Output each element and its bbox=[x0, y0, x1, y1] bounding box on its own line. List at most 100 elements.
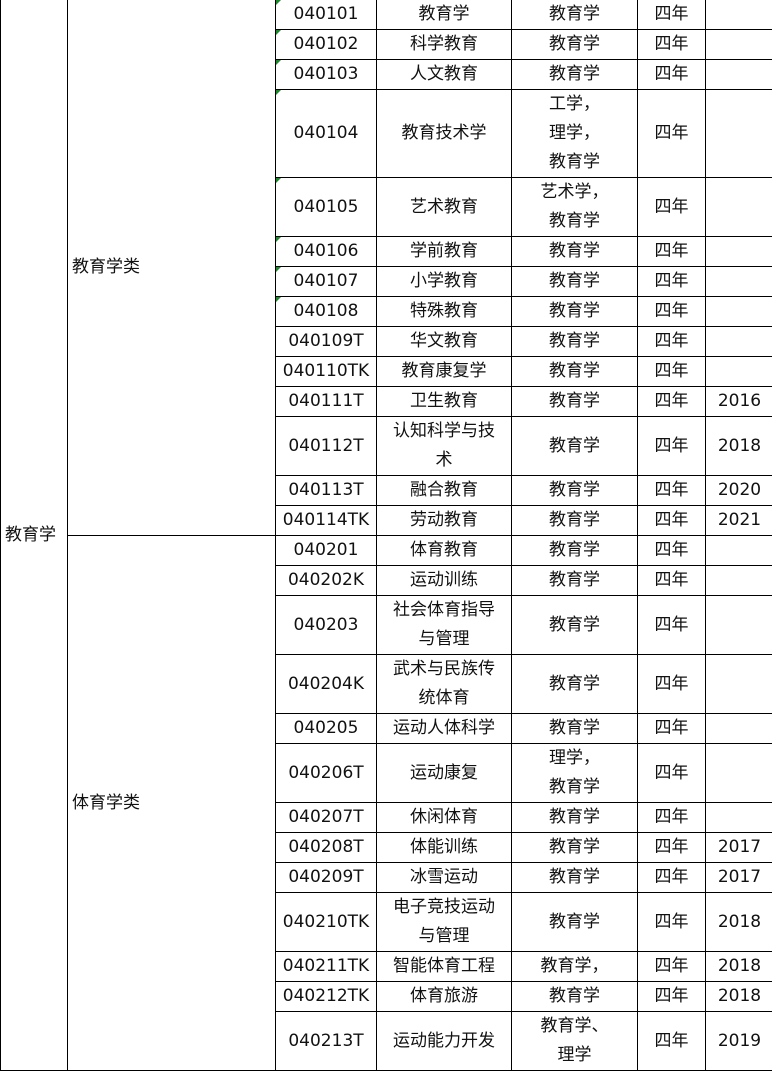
code-cell: 040112T bbox=[276, 417, 377, 476]
year-added-cell bbox=[706, 357, 772, 387]
code-cell: 040109T bbox=[276, 327, 377, 357]
year-added-cell: 2017 bbox=[706, 863, 772, 893]
degree-cell: 教育学 bbox=[512, 327, 638, 357]
year-added-cell: 2016 bbox=[706, 387, 772, 417]
year-added-cell bbox=[706, 536, 772, 566]
years-cell: 四年 bbox=[638, 536, 706, 566]
degree-cell: 教育学 bbox=[512, 863, 638, 893]
years-cell: 四年 bbox=[638, 803, 706, 833]
year-added-cell bbox=[706, 803, 772, 833]
major-cell: 认知科学与技 术 bbox=[377, 417, 512, 476]
years-cell: 四年 bbox=[638, 863, 706, 893]
degree-cell: 教育学 bbox=[512, 536, 638, 566]
code-cell: 040208T bbox=[276, 833, 377, 863]
major-cell: 人文教育 bbox=[377, 60, 512, 90]
year-added-cell bbox=[706, 30, 772, 60]
code-text: 040202K bbox=[288, 570, 364, 590]
years-cell: 四年 bbox=[638, 60, 706, 90]
major-cell: 教育康复学 bbox=[377, 357, 512, 387]
degree-cell: 教育学 bbox=[512, 267, 638, 297]
code-text: 040102 bbox=[294, 34, 359, 54]
major-cell: 体能训练 bbox=[377, 833, 512, 863]
code-cell: 040202K bbox=[276, 566, 377, 596]
year-added-cell: 2021 bbox=[706, 506, 772, 536]
code-text: 040213T bbox=[288, 1031, 363, 1051]
major-cell: 教育学 bbox=[377, 0, 512, 30]
code-text: 040105 bbox=[294, 197, 359, 217]
major-cell: 教育技术学 bbox=[377, 90, 512, 178]
years-cell: 四年 bbox=[638, 714, 706, 744]
years-cell: 四年 bbox=[638, 387, 706, 417]
years-cell: 四年 bbox=[638, 476, 706, 506]
year-added-cell bbox=[706, 267, 772, 297]
major-cell: 运动人体科学 bbox=[377, 714, 512, 744]
code-cell: 040104 bbox=[276, 90, 377, 178]
code-cell: 040114TK bbox=[276, 506, 377, 536]
year-added-cell bbox=[706, 714, 772, 744]
discipline-cell: 教育学 bbox=[1, 0, 68, 1071]
major-cell: 劳动教育 bbox=[377, 506, 512, 536]
degree-cell: 教育学 bbox=[512, 982, 638, 1012]
code-cell: 040205 bbox=[276, 714, 377, 744]
major-cell: 社会体育指导 与管理 bbox=[377, 596, 512, 655]
code-text: 040201 bbox=[294, 540, 359, 560]
years-cell: 四年 bbox=[638, 0, 706, 30]
major-cell: 冰雪运动 bbox=[377, 863, 512, 893]
category-cell: 教育学类 bbox=[68, 0, 276, 536]
code-text: 040210TK bbox=[283, 912, 369, 932]
degree-cell: 教育学 bbox=[512, 476, 638, 506]
year-added-cell bbox=[706, 0, 772, 30]
degree-cell: 理学， 教育学 bbox=[512, 744, 638, 803]
code-cell: 040106 bbox=[276, 237, 377, 267]
year-added-cell: 2018 bbox=[706, 417, 772, 476]
code-text: 040211TK bbox=[283, 956, 369, 976]
code-cell: 040102 bbox=[276, 30, 377, 60]
year-added-cell bbox=[706, 744, 772, 803]
code-text: 040204K bbox=[288, 674, 364, 694]
code-cell: 040103 bbox=[276, 60, 377, 90]
major-cell: 运动康复 bbox=[377, 744, 512, 803]
year-added-cell bbox=[706, 327, 772, 357]
code-text: 040112T bbox=[288, 436, 363, 456]
years-cell: 四年 bbox=[638, 297, 706, 327]
code-cell: 040201 bbox=[276, 536, 377, 566]
major-cell: 智能体育工程 bbox=[377, 952, 512, 982]
code-text: 040103 bbox=[294, 64, 359, 84]
year-added-cell: 2018 bbox=[706, 982, 772, 1012]
code-cell: 040210TK bbox=[276, 893, 377, 952]
years-cell: 四年 bbox=[638, 655, 706, 714]
major-cell: 卫生教育 bbox=[377, 387, 512, 417]
years-cell: 四年 bbox=[638, 417, 706, 476]
years-cell: 四年 bbox=[638, 566, 706, 596]
degree-cell: 教育学 bbox=[512, 566, 638, 596]
degree-cell: 教育学 bbox=[512, 60, 638, 90]
code-text: 040114TK bbox=[283, 510, 369, 530]
years-cell: 四年 bbox=[638, 357, 706, 387]
code-text: 040106 bbox=[294, 241, 359, 261]
year-added-cell: 2018 bbox=[706, 952, 772, 982]
years-cell: 四年 bbox=[638, 506, 706, 536]
degree-cell: 艺术学， 教育学 bbox=[512, 178, 638, 237]
code-text: 040104 bbox=[294, 123, 359, 143]
years-cell: 四年 bbox=[638, 1012, 706, 1071]
error-indicator-icon bbox=[276, 297, 281, 302]
error-indicator-icon bbox=[276, 267, 281, 272]
major-cell: 运动能力开发 bbox=[377, 1012, 512, 1071]
degree-cell: 教育学 bbox=[512, 297, 638, 327]
year-added-cell bbox=[706, 90, 772, 178]
error-indicator-icon bbox=[276, 30, 281, 35]
year-added-cell bbox=[706, 596, 772, 655]
years-cell: 四年 bbox=[638, 982, 706, 1012]
major-cell: 学前教育 bbox=[377, 237, 512, 267]
code-text: 040101 bbox=[294, 4, 359, 24]
year-added-cell bbox=[706, 655, 772, 714]
years-cell: 四年 bbox=[638, 596, 706, 655]
error-indicator-icon bbox=[276, 237, 281, 242]
degree-cell: 教育学 bbox=[512, 30, 638, 60]
degree-cell: 教育学 bbox=[512, 833, 638, 863]
years-cell: 四年 bbox=[638, 267, 706, 297]
year-added-cell bbox=[706, 566, 772, 596]
